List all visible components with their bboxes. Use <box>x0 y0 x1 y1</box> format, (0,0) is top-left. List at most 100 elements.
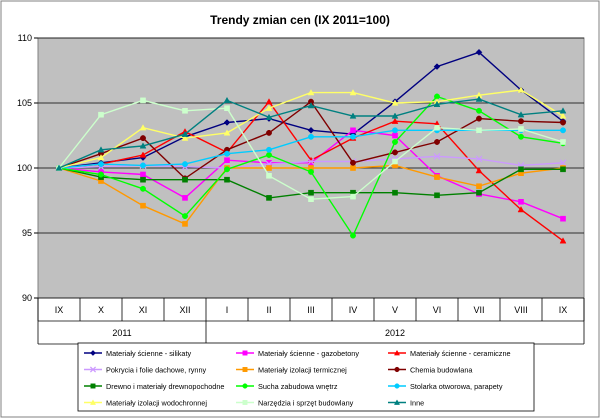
marker-square <box>224 176 230 183</box>
marker-circle <box>350 232 356 239</box>
series <box>56 98 566 182</box>
marker-triangle <box>349 112 357 119</box>
marker-triangle <box>391 112 399 119</box>
y-tick-label: 95 <box>22 228 32 238</box>
marker-square <box>140 176 146 183</box>
marker-square <box>266 173 272 179</box>
marker-square <box>434 192 440 199</box>
marker-square <box>242 350 248 356</box>
marker-triangle <box>349 89 357 96</box>
marker-circle <box>266 129 272 136</box>
marker-circle <box>350 159 356 166</box>
marker-square <box>560 215 566 222</box>
legend-label: Materiały ścienne - gazobetony <box>258 349 359 358</box>
x-tick-label: VIII <box>514 305 528 315</box>
marker-triangle <box>97 146 105 153</box>
marker-circle <box>560 127 566 134</box>
legend-entry: Stolarka otworowa, parapety <box>388 382 503 391</box>
x-tick-label: IX <box>559 305 568 315</box>
marker-circle <box>182 213 188 220</box>
marker-square <box>224 157 230 163</box>
series <box>55 86 567 171</box>
marker-circle <box>140 185 146 192</box>
marker-diamond <box>433 63 441 70</box>
marker-square <box>308 196 314 202</box>
marker-triangle <box>139 142 147 149</box>
legend-label: Materiały ścienne - ceramiczne <box>410 349 511 358</box>
marker-x-stroke <box>475 155 483 163</box>
marker-triangle <box>55 164 63 171</box>
marker-triangle <box>181 134 189 141</box>
y-tick-label: 90 <box>22 293 32 303</box>
marker-triangle <box>223 96 231 104</box>
marker-circle <box>394 366 400 373</box>
x-tick-label: II <box>266 305 271 315</box>
x-tick-label: XI <box>139 305 148 315</box>
legend-entry: Inne <box>388 399 424 408</box>
marker-x-stroke <box>89 366 97 373</box>
legend-entry: Materiały izolacji wodochronnej <box>84 399 207 408</box>
marker-x <box>89 366 97 373</box>
legend-label: Drewno i materiały drewnopochodne <box>106 382 224 391</box>
marker-triangle <box>559 237 567 244</box>
marker-triangle <box>433 100 441 107</box>
marker-circle <box>98 161 104 168</box>
x-tick-label: X <box>98 305 104 315</box>
marker-triangle <box>89 399 97 405</box>
marker-triangle <box>139 151 147 158</box>
marker-circle <box>140 162 146 169</box>
legend-entry: Materiały ścienne - gazobetony <box>236 349 359 358</box>
marker-circle <box>224 150 230 157</box>
marker-circle <box>140 135 146 142</box>
marker-square <box>182 108 188 114</box>
legend-entry: Narzędzia i sprzęt budowlany <box>236 399 354 408</box>
marker-triangle <box>97 154 105 161</box>
marker-square <box>182 195 188 201</box>
legend-entry: Pokrycia i folie dachowe, rynny <box>84 366 207 375</box>
marker-square <box>518 126 524 132</box>
marker-triangle <box>391 117 399 124</box>
marker-triangle <box>265 113 273 120</box>
legend-label: Inne <box>410 399 424 408</box>
marker-circle <box>476 107 482 114</box>
marker-diamond <box>307 126 315 134</box>
marker-square <box>560 139 566 145</box>
marker-triangle <box>517 206 525 213</box>
marker-triangle <box>307 89 315 96</box>
legend-label: Pokrycia i folie dachowe, rynny <box>106 366 207 375</box>
marker-square <box>392 132 398 139</box>
marker-square <box>308 189 314 196</box>
x-tick-label: VII <box>473 305 484 315</box>
marker-diamond <box>90 350 96 356</box>
marker-triangle <box>265 104 273 111</box>
marker-x <box>307 158 315 165</box>
marker-square <box>242 400 248 405</box>
marker-square <box>266 195 272 201</box>
marker-square <box>518 166 524 173</box>
marker-triangle <box>139 124 147 131</box>
marker-triangle <box>393 399 401 405</box>
marker-square <box>434 174 440 180</box>
marker-circle <box>350 133 356 140</box>
marker-circle <box>518 133 524 140</box>
marker-diamond <box>223 119 231 126</box>
legend: Materiały ścienne - silikaty Materiały śc… <box>77 342 535 412</box>
x-tick-label: V <box>392 305 398 315</box>
marker-triangle <box>517 111 525 118</box>
series-layer <box>55 48 567 244</box>
marker-triangle <box>393 349 401 356</box>
legend-entry: Materiały ścienne - ceramiczne <box>388 349 511 358</box>
marker-circle <box>266 146 272 153</box>
marker-circle <box>308 133 314 140</box>
marker-square <box>224 105 230 112</box>
marker-circle <box>392 149 398 156</box>
legend-label: Chemia budowlana <box>410 366 473 375</box>
chart-title: Trendy zmian cen (IX 2011=100) <box>210 13 390 27</box>
marker-triangle <box>265 98 273 105</box>
x-tick-label: I <box>226 305 229 315</box>
series <box>55 95 567 171</box>
y-tick-label: 110 <box>18 33 32 43</box>
marker-square <box>140 97 146 104</box>
marker-square <box>242 367 248 372</box>
